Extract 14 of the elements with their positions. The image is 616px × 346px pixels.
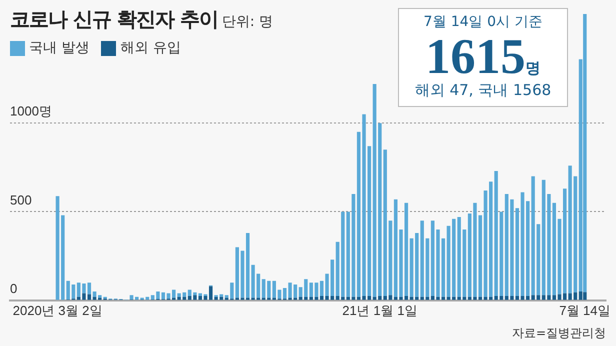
text: 단위: 명 <box>222 14 274 30</box>
x-tick-label: 2020년 3월 2일 <box>12 302 102 318</box>
annotation: 해외 47, 국내 1568 <box>414 81 552 100</box>
annotation: 7월 14일 0시 기준 <box>422 13 544 31</box>
text: 자료=질병관리청 <box>512 325 606 342</box>
x-tick-label: 21년 1월 1일 <box>342 302 418 318</box>
legend-label: 국내 발생 <box>29 39 90 57</box>
x-tick-label: 7월 14일 <box>559 302 611 318</box>
y-tick-label: 500 <box>10 192 32 208</box>
y-tick-label: 1000명 <box>10 104 52 119</box>
chart-title: 코로나 신규 확진자 추이 <box>10 7 218 31</box>
annotation: 1615명 <box>426 28 540 84</box>
y-tick-label: 0 <box>10 280 18 296</box>
legend-label: 해외 유입 <box>120 39 181 57</box>
